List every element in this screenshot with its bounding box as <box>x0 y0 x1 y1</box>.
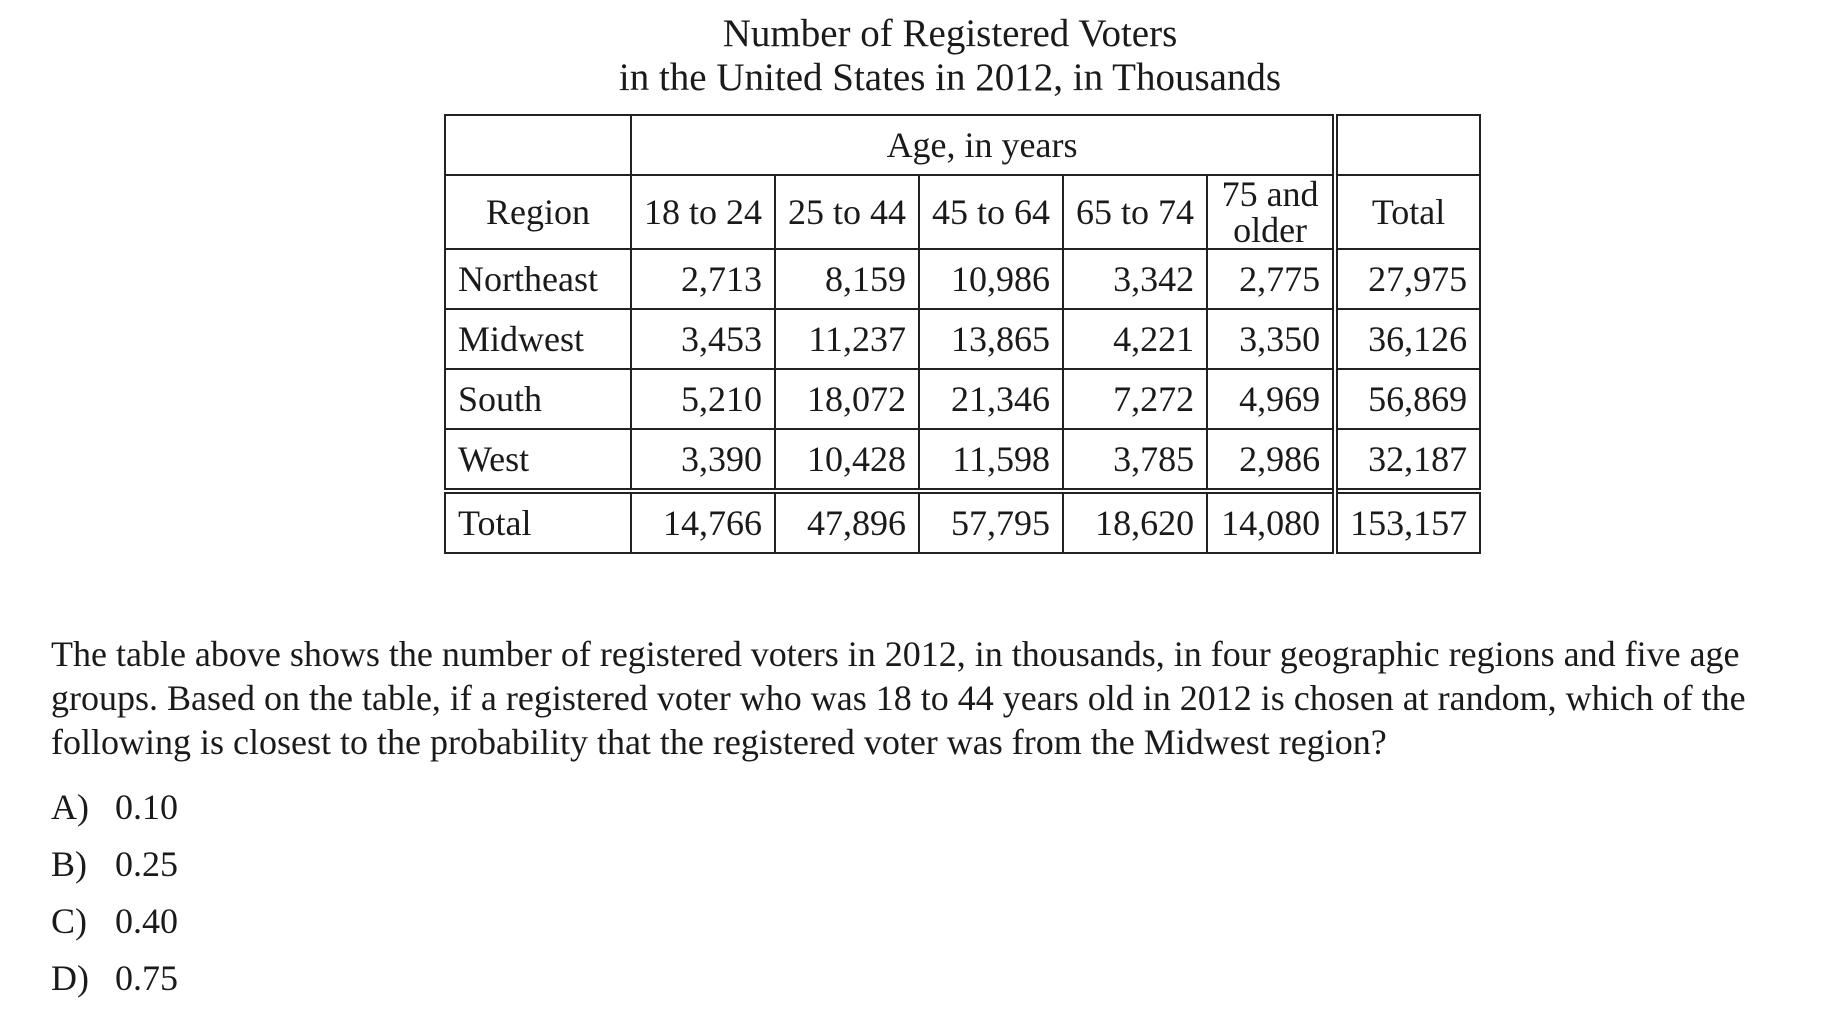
table-row: West 3,390 10,428 11,598 3,785 2,986 32,… <box>444 428 1482 492</box>
value-cell: 11,237 <box>774 308 921 370</box>
table-corner-cell-right <box>1332 114 1482 176</box>
table-total-row: Total 14,766 47,896 57,795 18,620 14,080… <box>444 488 1482 554</box>
choice-letter: D) <box>51 958 89 998</box>
value-cell: 3,453 <box>629 308 777 370</box>
region-cell: West <box>444 428 632 492</box>
choice-letter: C) <box>51 901 87 941</box>
choice-value: 0.25 <box>115 844 178 884</box>
row-total-cell: 56,869 <box>1332 368 1482 430</box>
value-cell: 10,428 <box>774 428 921 492</box>
value-cell: 11,598 <box>918 428 1065 492</box>
value-cell: 8,159 <box>774 248 921 310</box>
total-row-label: Total <box>444 488 632 554</box>
value-cell: 2,713 <box>629 248 777 310</box>
choice-letter: A) <box>51 787 89 827</box>
row-total-cell: 36,126 <box>1332 308 1482 370</box>
value-cell: 3,390 <box>629 428 777 492</box>
value-cell: 2,986 <box>1206 428 1337 492</box>
region-cell: Midwest <box>444 308 632 370</box>
value-cell: 13,865 <box>918 308 1065 370</box>
table-title: Number of Registered Voters in the Unite… <box>0 12 1830 100</box>
column-total-cell: 57,795 <box>918 488 1065 554</box>
registered-voters-table: Age, in years Region 18 to 24 25 to 44 4… <box>444 114 1482 554</box>
grand-total-cell: 153,157 <box>1332 488 1482 554</box>
table-row: Northeast 2,713 8,159 10,986 3,342 2,775… <box>444 248 1482 310</box>
row-total-cell: 27,975 <box>1332 248 1482 310</box>
age-column-header: 18 to 24 <box>629 174 777 250</box>
age-column-header: 75 and older <box>1206 174 1337 250</box>
column-total-cell: 47,896 <box>774 488 921 554</box>
region-cell: South <box>444 368 632 430</box>
value-cell: 4,969 <box>1206 368 1337 430</box>
table-corner-cell <box>444 114 632 176</box>
value-cell: 5,210 <box>629 368 777 430</box>
answer-choice-c[interactable]: C) 0.40 <box>51 899 178 956</box>
table-title-line-2: in the United States in 2012, in Thousan… <box>618 56 1282 99</box>
total-column-header: Total <box>1332 174 1482 250</box>
region-cell: Northeast <box>444 248 632 310</box>
value-cell: 18,072 <box>774 368 921 430</box>
value-cell: 10,986 <box>918 248 1065 310</box>
table-row: Midwest 3,453 11,237 13,865 4,221 3,350 … <box>444 308 1482 370</box>
choice-value: 0.10 <box>115 787 178 827</box>
table-title-line-1: Number of Registered Voters <box>722 12 1178 55</box>
answer-choices: A) 0.10 B) 0.25 C) 0.40 D) 0.75 <box>51 785 178 1013</box>
age-column-header: 45 to 64 <box>918 174 1065 250</box>
column-total-cell: 14,766 <box>629 488 777 554</box>
region-column-header: Region <box>444 174 632 250</box>
answer-choice-b[interactable]: B) 0.25 <box>51 842 178 899</box>
column-total-cell: 18,620 <box>1062 488 1209 554</box>
age-column-header: 65 to 74 <box>1062 174 1209 250</box>
column-total-cell: 14,080 <box>1206 488 1337 554</box>
table-row: South 5,210 18,072 21,346 7,272 4,969 56… <box>444 368 1482 430</box>
value-cell: 2,775 <box>1206 248 1337 310</box>
age-column-header: 25 to 44 <box>774 174 921 250</box>
table-column-header-row: Region 18 to 24 25 to 44 45 to 64 65 to … <box>444 174 1482 250</box>
choice-letter: B) <box>51 844 87 884</box>
answer-choice-a[interactable]: A) 0.10 <box>51 785 178 842</box>
question-text: The table above shows the number of regi… <box>51 634 1746 762</box>
value-cell: 3,350 <box>1206 308 1337 370</box>
value-cell: 3,342 <box>1062 248 1209 310</box>
value-cell: 7,272 <box>1062 368 1209 430</box>
age-group-header: Age, in years <box>629 114 1337 176</box>
choice-value: 0.40 <box>115 901 178 941</box>
choice-value: 0.75 <box>115 958 178 998</box>
table-group-header-row: Age, in years <box>444 114 1482 176</box>
row-total-cell: 32,187 <box>1332 428 1482 492</box>
value-cell: 3,785 <box>1062 428 1209 492</box>
value-cell: 4,221 <box>1062 308 1209 370</box>
value-cell: 21,346 <box>918 368 1065 430</box>
answer-choice-d[interactable]: D) 0.75 <box>51 956 178 1013</box>
